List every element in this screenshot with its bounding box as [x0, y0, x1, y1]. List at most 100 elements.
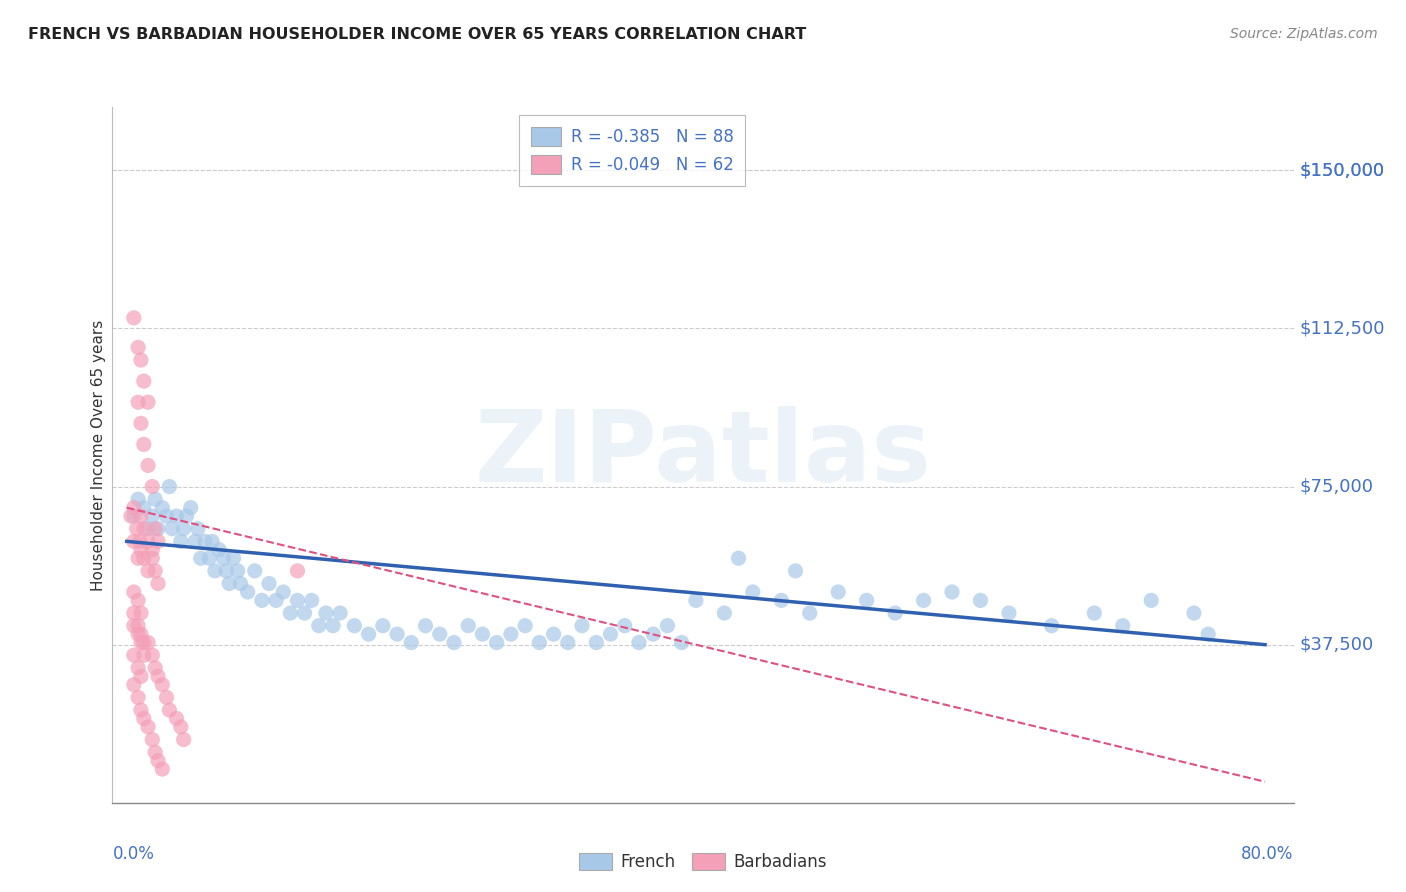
Point: [222, 551, 245, 566]
Text: ZIPatlas: ZIPatlas: [475, 407, 931, 503]
Point: [166, 509, 188, 524]
Point: [180, 500, 202, 515]
Point: [443, 635, 465, 649]
Point: [143, 522, 166, 536]
Point: [627, 635, 650, 649]
Point: [513, 618, 536, 632]
Point: [201, 534, 224, 549]
Point: [132, 635, 155, 649]
Point: [257, 576, 280, 591]
Point: [685, 593, 707, 607]
Point: [357, 627, 380, 641]
Point: [912, 593, 935, 607]
Point: [204, 564, 226, 578]
Text: $112,500: $112,500: [1299, 319, 1385, 337]
Point: [657, 618, 679, 632]
Point: [271, 585, 294, 599]
Text: Source: ZipAtlas.com: Source: ZipAtlas.com: [1230, 27, 1378, 41]
Point: [884, 606, 907, 620]
Point: [322, 618, 344, 632]
Point: [122, 648, 145, 663]
Point: [166, 711, 188, 725]
Point: [122, 585, 145, 599]
Point: [429, 627, 451, 641]
Point: [229, 576, 252, 591]
Point: [143, 492, 166, 507]
Point: [713, 606, 735, 620]
Point: [643, 627, 665, 641]
Point: [343, 618, 366, 632]
Text: FRENCH VS BARBADIAN HOUSEHOLDER INCOME OVER 65 YEARS CORRELATION CHART: FRENCH VS BARBADIAN HOUSEHOLDER INCOME O…: [28, 27, 807, 42]
Point: [141, 551, 163, 566]
Point: [529, 635, 551, 649]
Point: [127, 690, 149, 705]
Point: [1040, 618, 1063, 632]
Point: [122, 500, 145, 515]
Point: [136, 635, 159, 649]
Point: [998, 606, 1021, 620]
Point: [671, 635, 693, 649]
Point: [194, 534, 217, 549]
Point: [155, 690, 177, 705]
Point: [122, 606, 145, 620]
Point: [941, 585, 963, 599]
Point: [236, 585, 259, 599]
Point: [127, 593, 149, 607]
Point: [129, 606, 152, 620]
Point: [294, 606, 316, 620]
Point: [308, 618, 330, 632]
Point: [415, 618, 437, 632]
Point: [157, 479, 180, 493]
Point: [599, 627, 621, 641]
Point: [127, 661, 149, 675]
Point: [1083, 606, 1105, 620]
Point: [143, 661, 166, 675]
Point: [141, 479, 163, 493]
Point: [301, 593, 323, 607]
Point: [146, 534, 169, 549]
Point: [143, 564, 166, 578]
Point: [120, 509, 142, 524]
Point: [150, 678, 173, 692]
Point: [401, 635, 423, 649]
Point: [122, 678, 145, 692]
Point: [132, 437, 155, 451]
Point: [141, 648, 163, 663]
Point: [125, 522, 148, 536]
Point: [457, 618, 479, 632]
Point: [127, 618, 149, 632]
Point: [1112, 618, 1135, 632]
Point: [122, 618, 145, 632]
Point: [727, 551, 749, 566]
Point: [136, 522, 159, 536]
Point: [827, 585, 849, 599]
Point: [250, 593, 273, 607]
Point: [128, 534, 150, 549]
Point: [146, 754, 169, 768]
Point: [132, 711, 155, 725]
Point: [585, 635, 607, 649]
Point: [146, 522, 169, 536]
Point: [136, 458, 159, 473]
Point: [122, 310, 145, 325]
Point: [173, 522, 195, 536]
Text: $37,500: $37,500: [1299, 636, 1374, 654]
Point: [136, 395, 159, 409]
Legend: French, Barbadians: French, Barbadians: [572, 847, 834, 878]
Point: [122, 509, 145, 524]
Point: [264, 593, 287, 607]
Point: [208, 542, 231, 557]
Text: $75,000: $75,000: [1299, 477, 1374, 496]
Point: [855, 593, 877, 607]
Point: [132, 500, 155, 515]
Text: $150,000: $150,000: [1299, 161, 1385, 179]
Point: [129, 353, 152, 368]
Point: [136, 720, 159, 734]
Point: [136, 564, 159, 578]
Point: [571, 618, 593, 632]
Point: [499, 627, 522, 641]
Y-axis label: Householder Income Over 65 years: Householder Income Over 65 years: [90, 319, 105, 591]
Point: [1197, 627, 1219, 641]
Point: [129, 417, 152, 431]
Point: [385, 627, 408, 641]
